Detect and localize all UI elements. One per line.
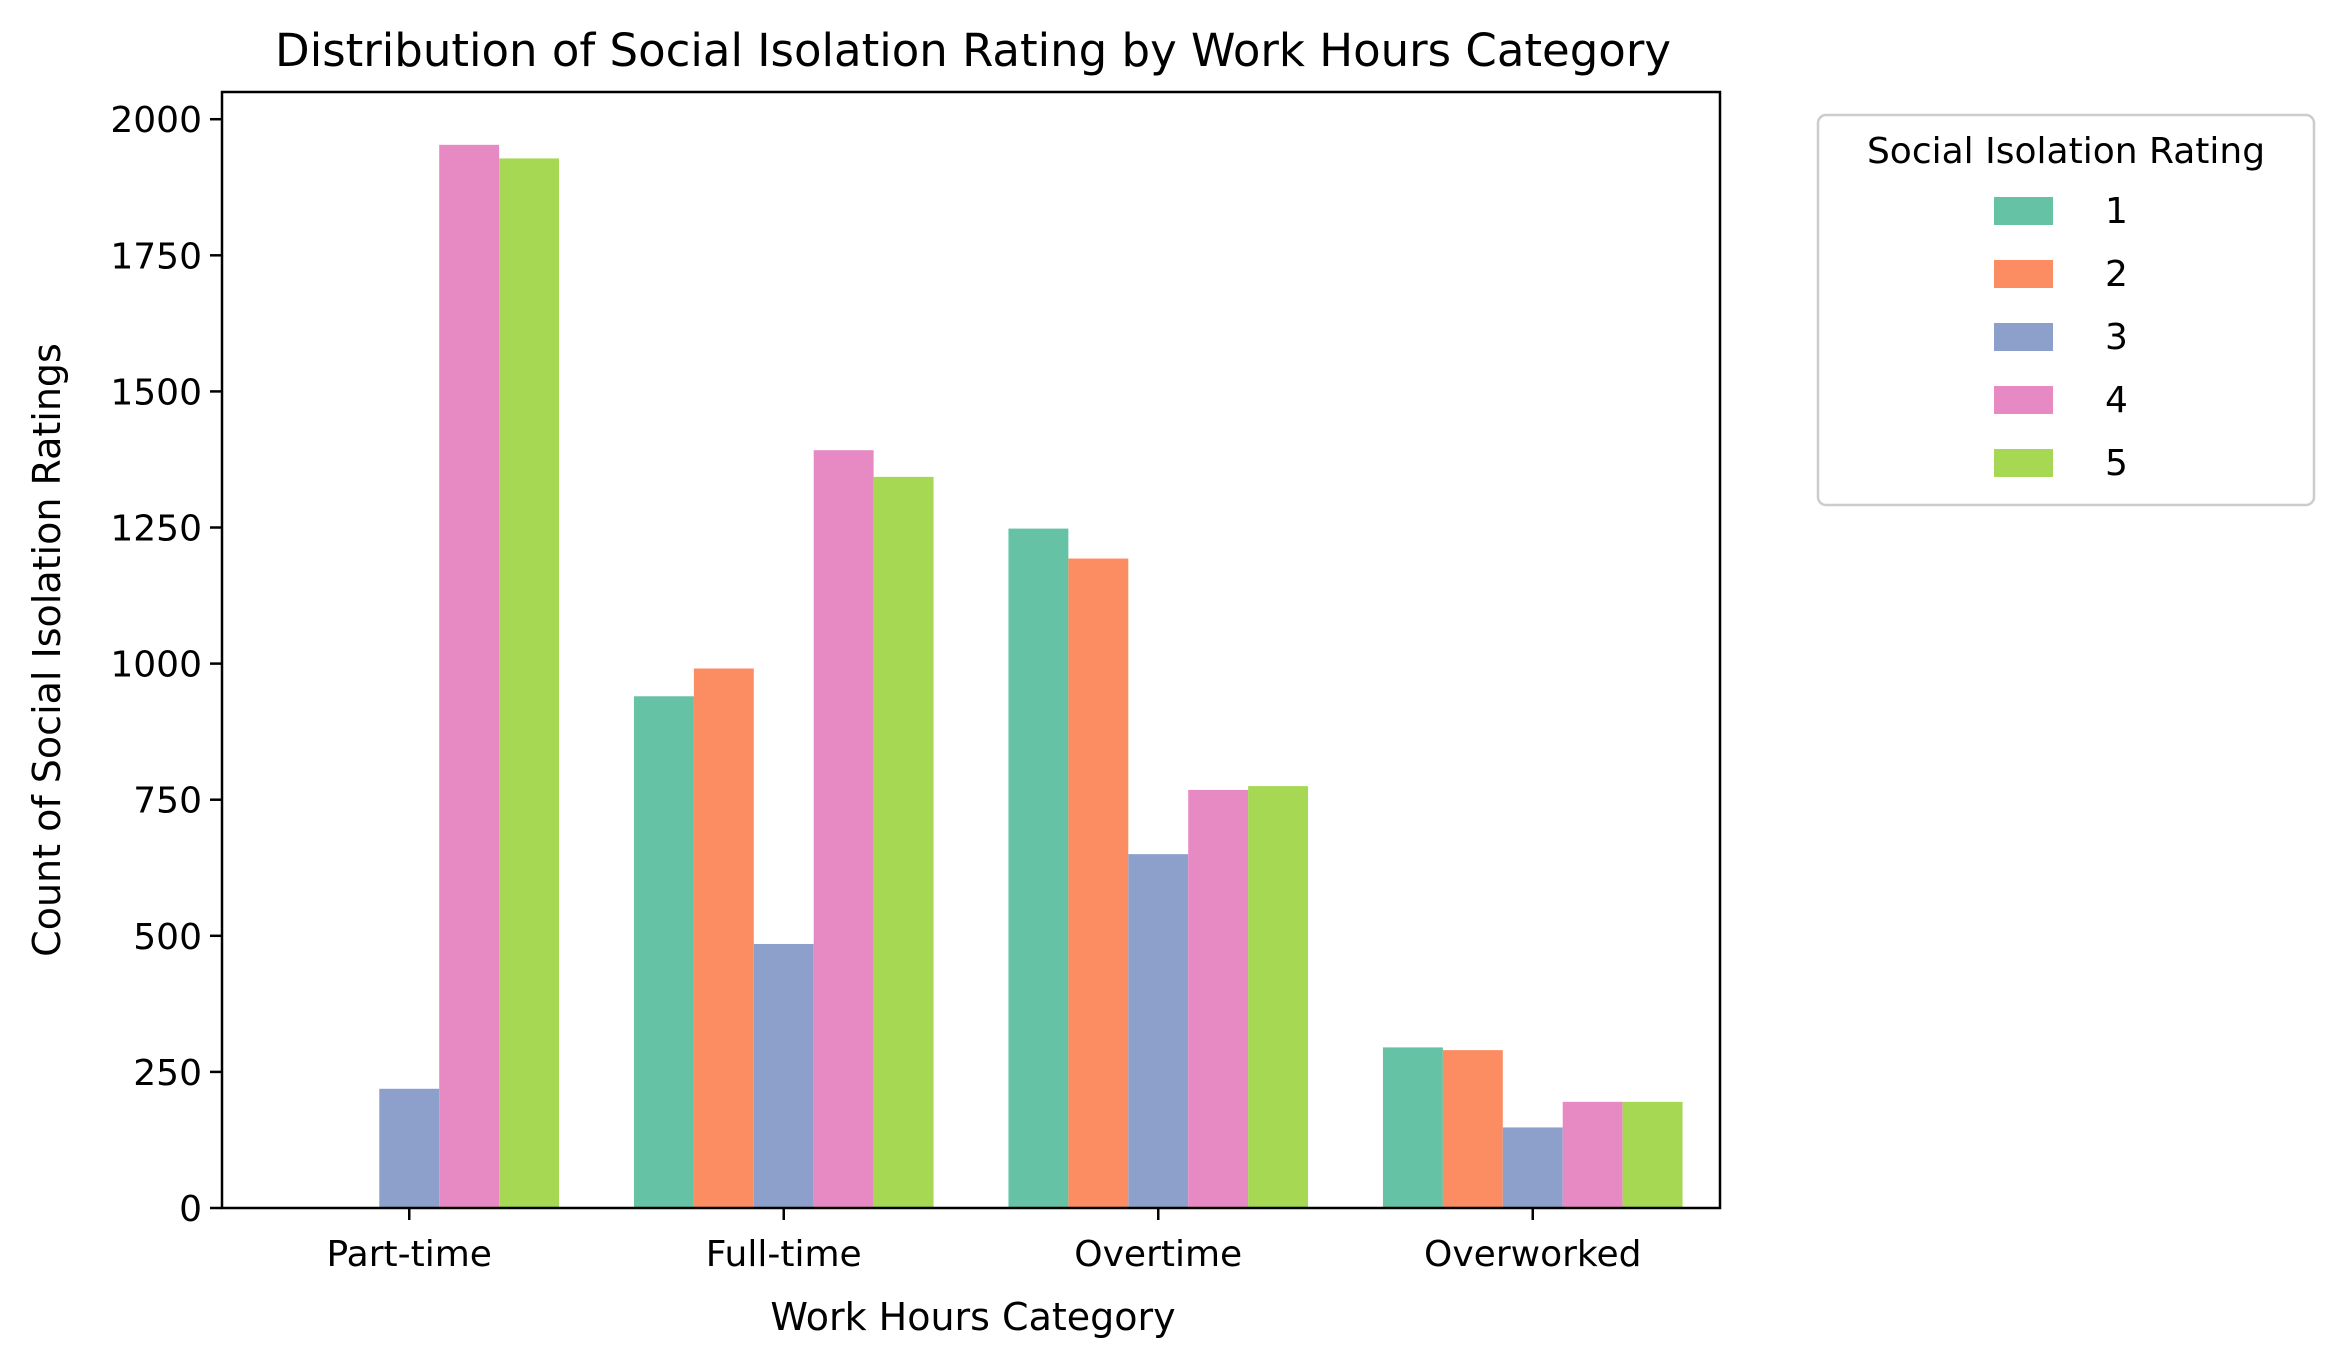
legend-swatch-3 [1994, 323, 2053, 351]
x-axis-title: Work Hours Category [770, 1295, 1175, 1339]
legend-swatch-2 [1994, 260, 2053, 288]
legend-swatch-5 [1994, 449, 2053, 477]
y-tick-label: 1000 [110, 645, 202, 686]
bar-overworked-rating-5 [1622, 1101, 1683, 1208]
legend-label-5: 5 [2105, 443, 2128, 484]
x-axis: Part-time Full-time Overtime Overworked [327, 1208, 1641, 1275]
bar-overtime-rating-3 [1128, 854, 1189, 1208]
bar-overworked-rating-3 [1502, 1127, 1563, 1208]
y-tick-label: 250 [133, 1053, 202, 1094]
y-axis: 0 250 500 750 1000 1250 1500 1750 2000 [110, 100, 222, 1230]
bar-part-time-rating-3 [379, 1088, 440, 1208]
legend: Social Isolation Rating 1 2 3 4 5 [1816, 113, 2316, 507]
y-tick-label: 1250 [110, 509, 202, 550]
x-tick-label: Overworked [1424, 1234, 1641, 1275]
bar-overworked-rating-4 [1562, 1101, 1623, 1208]
plot-area [220, 90, 1722, 1210]
bar-overtime-rating-4 [1188, 789, 1249, 1208]
legend-label-3: 3 [2105, 317, 2128, 358]
y-tick-label: 2000 [110, 100, 202, 141]
bar-full-time-rating-1 [633, 696, 694, 1208]
x-tick-label: Full-time [706, 1234, 862, 1275]
legend-swatch-1 [1994, 197, 2053, 225]
legend-items: 1 2 3 4 5 [1994, 191, 2128, 484]
y-tick-label: 0 [179, 1189, 202, 1230]
y-tick-label: 500 [133, 917, 202, 958]
bar-full-time-rating-4 [813, 450, 874, 1209]
bar-full-time-rating-2 [693, 668, 754, 1208]
bar-overtime-rating-2 [1068, 558, 1129, 1208]
y-tick-label: 750 [133, 781, 202, 822]
bar-full-time-rating-5 [873, 476, 934, 1208]
bar-overworked-rating-1 [1382, 1047, 1443, 1208]
legend-swatch-4 [1994, 386, 2053, 414]
legend-label-2: 2 [2105, 254, 2128, 295]
legend-title: Social Isolation Rating [1867, 131, 2265, 172]
y-tick-label: 1500 [110, 372, 202, 413]
plot-frame [220, 90, 1722, 1210]
legend-frame [1816, 113, 2316, 507]
bar-part-time-rating-5 [499, 158, 560, 1208]
bar-part-time-rating-4 [439, 144, 500, 1208]
chart-title: Distribution of Social Isolation Rating … [275, 24, 1671, 77]
bar-full-time-rating-3 [753, 943, 814, 1208]
legend-label-4: 4 [2105, 380, 2128, 421]
x-tick-label: Part-time [327, 1234, 492, 1275]
y-axis-title: Count of Social Isolation Ratings [25, 343, 69, 957]
bar-overtime-rating-1 [1008, 528, 1069, 1208]
legend-label-1: 1 [2105, 191, 2128, 232]
bar-overworked-rating-2 [1442, 1050, 1503, 1208]
x-tick-label: Overtime [1074, 1234, 1242, 1275]
y-tick-label: 1750 [110, 236, 202, 277]
bar-overtime-rating-5 [1248, 786, 1309, 1208]
